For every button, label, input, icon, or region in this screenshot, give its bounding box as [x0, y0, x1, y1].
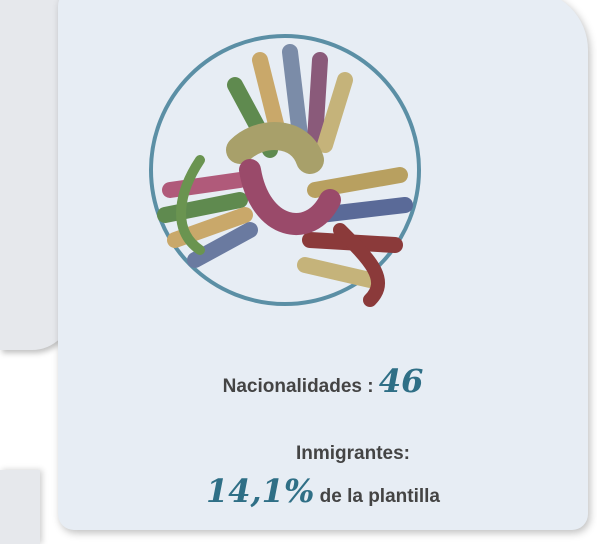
- page: Nacionalidades : 46 Inmigrantes: 14,1% d…: [0, 0, 597, 544]
- value: 46: [379, 362, 424, 400]
- suffix: de la plantilla: [320, 486, 440, 507]
- label: Nacionalidades :: [223, 376, 374, 397]
- side-panel: [0, 470, 40, 544]
- label: Inmigrantes:: [58, 443, 588, 465]
- logo: [140, 30, 430, 320]
- nationalities-row: Nacionalidades : 46: [58, 362, 588, 400]
- value: 14,1%: [206, 472, 314, 510]
- immigrants-row: 14,1% de la plantilla: [58, 472, 588, 510]
